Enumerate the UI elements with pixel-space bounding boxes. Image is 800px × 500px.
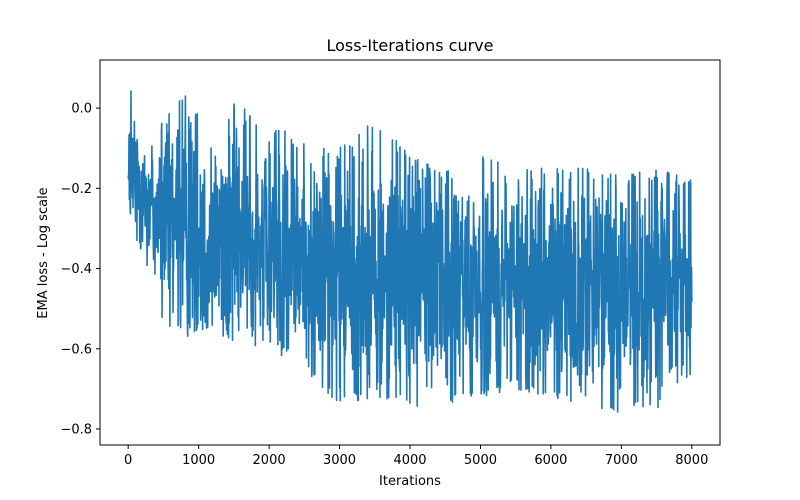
- y-tick-label: 0.0: [71, 102, 92, 117]
- x-tick-label: 3000: [323, 453, 356, 468]
- x-tick-label: 6000: [534, 453, 567, 468]
- x-tick-label: 2000: [253, 453, 286, 468]
- y-tick-label: −0.4: [60, 262, 92, 277]
- y-axis-label: EMA loss - Log scale: [36, 187, 51, 318]
- x-axis: 0 1000 2000 3000 4000 5000 6000 7000 8000: [124, 445, 708, 468]
- x-tick-label: 7000: [605, 453, 638, 468]
- y-tick-label: −0.6: [60, 342, 92, 357]
- x-tick-label: 0: [124, 453, 132, 468]
- series-line: [127, 90, 693, 413]
- x-tick-label: 8000: [675, 453, 708, 468]
- chart-title: Loss-Iterations curve: [327, 36, 494, 55]
- x-tick-label: 4000: [393, 453, 426, 468]
- y-tick-label: −0.2: [60, 182, 92, 197]
- x-axis-label: Iterations: [379, 474, 441, 489]
- y-axis: 0.0 −0.2 −0.4 −0.6 −0.8: [60, 102, 100, 437]
- y-tick-label: −0.8: [60, 422, 92, 437]
- series-layer: [127, 90, 693, 413]
- x-tick-label: 5000: [464, 453, 497, 468]
- x-tick-label: 1000: [182, 453, 215, 468]
